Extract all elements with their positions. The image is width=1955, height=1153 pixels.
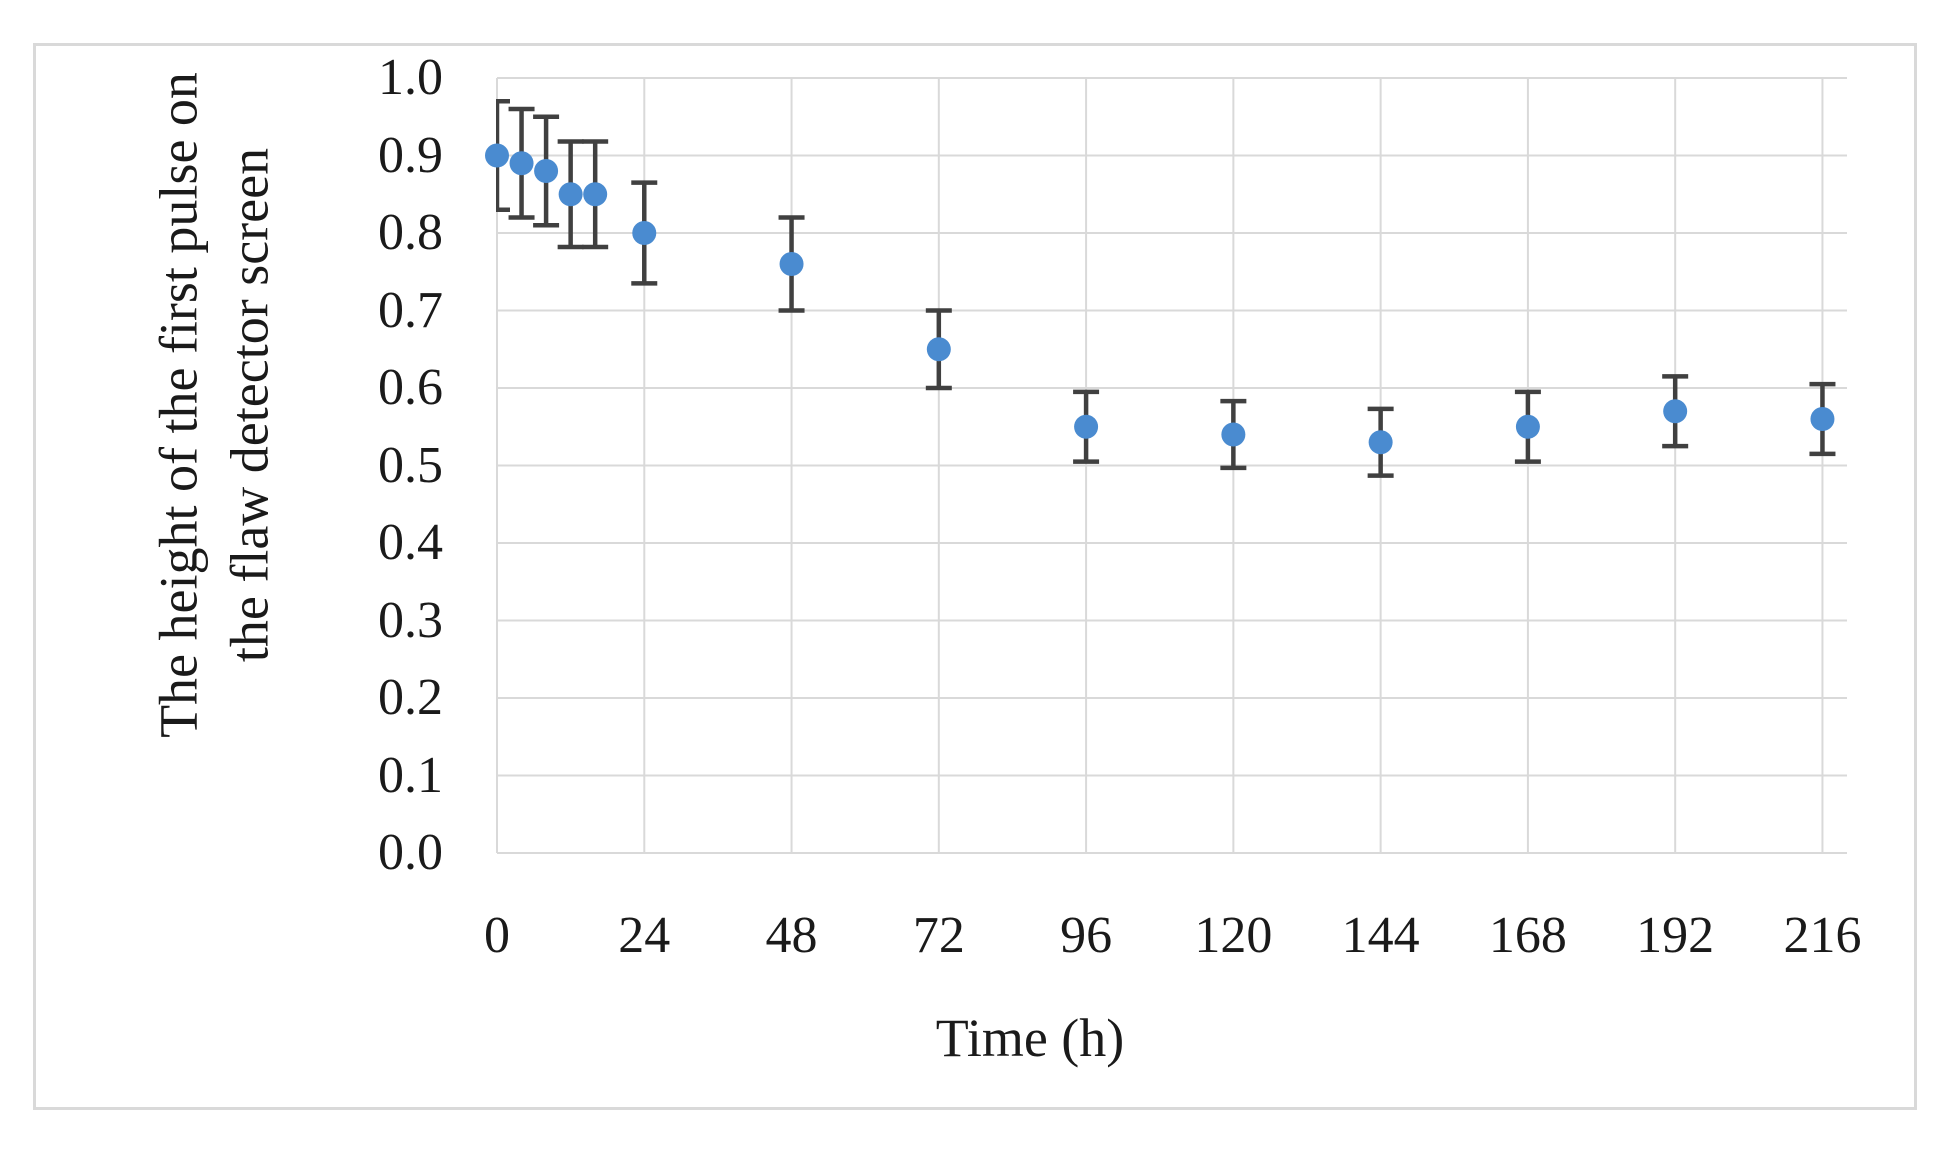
data-point-marker (632, 221, 657, 245)
x-tick-label: 96 (1060, 907, 1113, 964)
data-points (485, 143, 1835, 455)
x-tick-label: 72 (912, 907, 965, 964)
data-point-marker (1221, 422, 1246, 447)
y-tick-label: 0.1 (378, 746, 443, 804)
data-point-marker (926, 337, 951, 362)
data-point-marker (779, 252, 804, 276)
y-tick-label: 0.8 (378, 204, 443, 261)
y-tick-label: 0.2 (378, 669, 443, 726)
y-tick-label: 1.0 (378, 49, 443, 106)
y-tick-label: 0.6 (378, 359, 443, 416)
x-tick-label: 120 (1194, 907, 1273, 964)
y-axis-title: The height of the first pulse on the fla… (148, 72, 280, 738)
data-point-marker (1368, 430, 1393, 455)
data-point-marker (1810, 407, 1835, 431)
x-tick-label: 144 (1341, 907, 1420, 964)
x-tick-label: 192 (1636, 907, 1715, 964)
x-tick-label: 168 (1488, 907, 1567, 964)
x-tick-label: 216 (1783, 907, 1862, 964)
data-point-marker (1074, 414, 1099, 439)
gridlines (496, 77, 1847, 854)
data-point-marker (558, 182, 583, 207)
x-tick-label: 48 (765, 907, 818, 964)
x-tick-label: 24 (618, 907, 671, 964)
data-point-marker (485, 143, 509, 168)
x-axis-title: Time (h) (935, 1008, 1125, 1068)
chart-border (33, 43, 1917, 1110)
data-point-marker (583, 182, 608, 207)
y-tick-label: 0.5 (378, 436, 443, 494)
y-tick-label: 0.4 (378, 514, 443, 571)
y-tick-label: 0.9 (378, 126, 443, 184)
data-point-marker (534, 159, 559, 183)
data-point-marker (1515, 414, 1540, 439)
y-tick-label: 0.0 (378, 824, 443, 881)
data-point-marker (509, 151, 534, 176)
error-bars (496, 99, 1836, 478)
x-tick-label: 0 (484, 907, 510, 964)
data-point-marker (1663, 399, 1688, 424)
y-tick-label: 0.3 (378, 591, 443, 649)
y-tick-label: 0.7 (378, 281, 443, 339)
